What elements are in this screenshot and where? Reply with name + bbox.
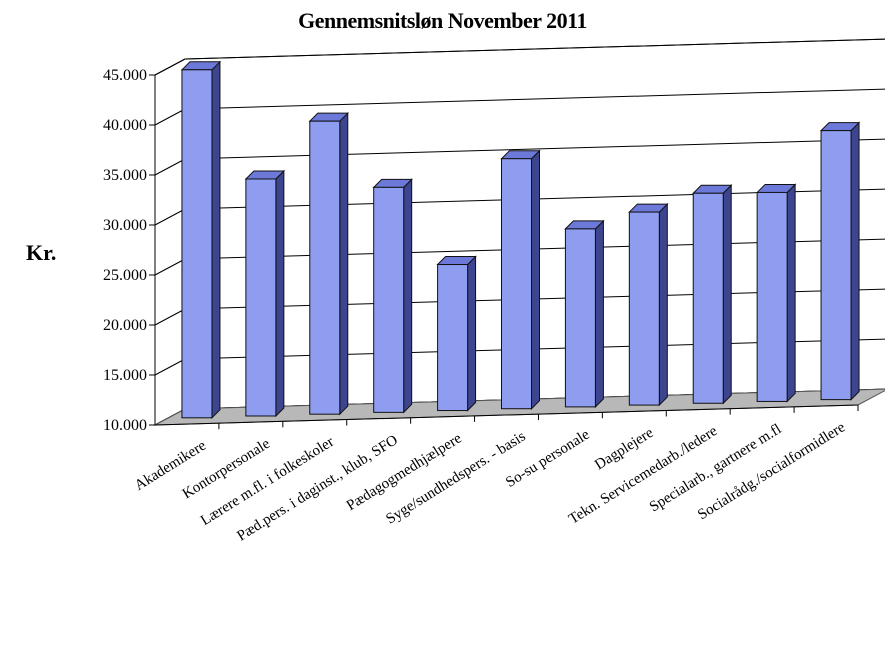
- bar-front: [692, 192, 724, 404]
- bar-side: [850, 121, 860, 401]
- gridline-side: [154, 208, 186, 226]
- bar-side: [786, 183, 796, 403]
- bar: [180, 60, 222, 420]
- y-tick-label: 40.000: [103, 117, 147, 134]
- bar-side: [531, 149, 540, 410]
- bar-front: [628, 211, 660, 406]
- bar-side: [722, 184, 732, 405]
- y-tick-label: 45.000: [103, 67, 147, 84]
- gridline-side: [154, 158, 186, 176]
- bar: [500, 149, 541, 410]
- bar-side: [467, 255, 477, 412]
- bar-front: [820, 130, 852, 401]
- x-axis-line: [154, 404, 859, 426]
- y-axis-label: Kr.: [26, 240, 57, 265]
- bar-side: [403, 178, 413, 414]
- bar: [755, 183, 797, 403]
- y-tick-label: 20.000: [103, 317, 147, 334]
- gridline: [184, 138, 885, 160]
- bar-side: [275, 169, 285, 418]
- bar-side: [594, 219, 604, 409]
- bar: [564, 219, 605, 409]
- gridline: [184, 38, 885, 60]
- bar-front: [564, 228, 596, 408]
- bar: [692, 184, 733, 405]
- chart-title: Gennemsnitsløn November 2011: [298, 8, 587, 33]
- gridline-side: [154, 358, 186, 376]
- bar: [628, 202, 669, 407]
- bar: [244, 169, 286, 418]
- bar-front: [373, 186, 405, 413]
- bar-side: [658, 202, 668, 407]
- bar-front: [245, 178, 277, 417]
- bar: [308, 111, 349, 416]
- bar: [819, 121, 861, 401]
- bar: [372, 178, 413, 414]
- bars: [180, 60, 861, 420]
- gridline-side: [154, 108, 186, 126]
- gridline-side: [154, 58, 186, 76]
- gridline-side: [154, 258, 186, 276]
- y-tick-label: 30.000: [103, 217, 147, 234]
- y-tick-label: 15.000: [103, 367, 147, 384]
- bar-front: [437, 264, 469, 412]
- bar-front: [181, 69, 213, 419]
- bar-front: [501, 158, 532, 410]
- y-tick-labels: 10.000 15.000 20.000 25.000 30.000 35.000 40.0…: [103, 67, 147, 434]
- bar-front: [756, 191, 788, 402]
- gridline-side: [154, 308, 186, 326]
- gridline: [184, 88, 885, 110]
- bar-front: [309, 120, 341, 415]
- bar-side: [211, 60, 221, 420]
- bar: [436, 255, 477, 412]
- y-tick-label: 35.000: [103, 167, 147, 184]
- bar-side: [339, 111, 349, 416]
- y-tick-label: 25.000: [103, 267, 147, 284]
- y-tick-label: 10.000: [103, 417, 147, 434]
- axes: [149, 74, 859, 430]
